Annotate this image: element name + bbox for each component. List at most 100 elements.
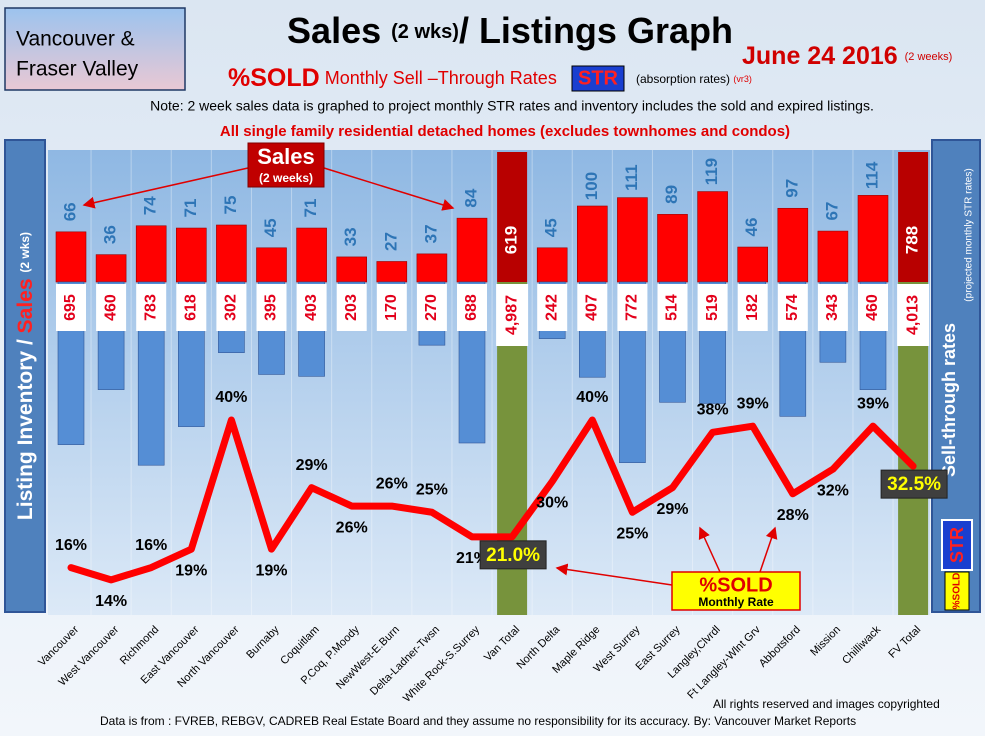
y-axis-label: Listing Inventory / Sales (2 wks): [14, 232, 37, 520]
label-box: [376, 284, 407, 331]
label-box: [296, 284, 327, 331]
rate-label: 14%: [95, 593, 127, 610]
bar: [777, 207, 809, 283]
sold-label: %SOLD: [228, 64, 320, 92]
sales-label: 36: [101, 225, 120, 244]
sold-callout-text: %SOLD: [699, 574, 772, 596]
listing-label: 395: [263, 294, 280, 321]
y-axis-box: [4, 139, 46, 613]
rate-label: 16%: [135, 537, 167, 554]
listing-label: 783: [142, 294, 159, 321]
rate-label: 26%: [336, 519, 368, 536]
listing-label: 618: [183, 294, 200, 321]
rate-label: 16%: [55, 537, 87, 554]
sold-callout-note: Monthly Rate: [698, 595, 774, 609]
sales-label: 75: [221, 196, 240, 215]
bar: [55, 231, 87, 283]
rate-total-box: [880, 469, 948, 499]
label-box: [697, 284, 728, 331]
listing-label: 407: [584, 294, 601, 321]
listing-label: 514: [664, 294, 681, 321]
listing-label: 302: [223, 294, 240, 321]
label-box: [136, 284, 167, 331]
note: Note: 2 week sales data is graphed to pr…: [150, 98, 874, 114]
bar: [697, 191, 728, 283]
y2-sold: %SOLD: [952, 573, 963, 610]
listing-label: 519: [704, 294, 721, 321]
label-box: [577, 284, 608, 331]
listing-label: 574: [784, 294, 801, 321]
listing-label: 170: [383, 294, 400, 321]
label-box: [496, 284, 529, 346]
bar: [456, 217, 488, 283]
listing-label: 182: [744, 294, 761, 321]
total-bar: [497, 152, 528, 282]
rate-label: 26%: [376, 475, 408, 492]
sales-label: 89: [662, 185, 681, 204]
label-box: [457, 284, 487, 331]
listing-label: 343: [824, 294, 841, 321]
label-box: [617, 284, 648, 331]
rate-line: [67, 416, 917, 584]
sold-callout: [671, 571, 801, 611]
sales-callout-note: (2 weeks): [259, 171, 313, 185]
label-box: [897, 284, 930, 346]
sales-label: 71: [301, 199, 320, 218]
sales-label: 46: [742, 218, 761, 237]
arrow: [323, 167, 455, 211]
sales-label: 37: [421, 224, 440, 243]
rate-label: 40%: [215, 389, 247, 406]
label-box: [216, 284, 247, 331]
bar: [617, 197, 648, 283]
bar: [296, 227, 327, 283]
label-box: [537, 284, 568, 331]
y-label-sales: Sales: [14, 278, 37, 333]
listing-label: 242: [543, 294, 560, 321]
rate-label: 25%: [616, 525, 648, 542]
rate-total-label: 32.5%: [887, 474, 941, 495]
rate-label: 29%: [296, 457, 328, 474]
listing-label: 403: [303, 294, 320, 321]
absorption-text: (absorption rates): [636, 72, 730, 86]
rights: All rights reserved and images copyright…: [713, 697, 940, 711]
rate-label: 25%: [416, 481, 448, 498]
rate-label: 39%: [857, 395, 889, 412]
rate-label: 40%: [576, 389, 608, 406]
bar: [336, 256, 368, 283]
label-box: [336, 284, 367, 331]
title: Sales (2 wks)/ Listings Graph: [287, 10, 733, 51]
rate-total-box: [479, 540, 547, 570]
region-line: Vancouver &: [16, 28, 135, 51]
sales-label: 114: [862, 161, 881, 189]
str-label: STR: [578, 67, 619, 89]
sales-label: 97: [782, 179, 801, 198]
listing-label: 460: [102, 294, 119, 321]
str-box: [571, 65, 625, 92]
region-box: [4, 7, 186, 91]
title-sub: (2 wks): [391, 21, 459, 43]
region-line: Fraser Valley: [16, 58, 139, 81]
bar: [135, 225, 167, 283]
bar: [416, 253, 448, 283]
title-main: Sales: [287, 10, 381, 51]
bar: [857, 195, 889, 283]
title-rest: / Listings Graph: [459, 10, 733, 51]
sales-label: 84: [461, 188, 480, 207]
listing-label: 460: [864, 294, 881, 321]
bar: [536, 247, 568, 283]
label-box: [657, 284, 688, 331]
date-note: (2 weeks): [905, 51, 953, 63]
label-box: [737, 284, 768, 331]
bar: [737, 246, 769, 283]
listing-label: 772: [624, 294, 641, 321]
source: Data is from : FVREB, REBGV, CADREB Real…: [100, 714, 856, 728]
rate-label: 28%: [777, 507, 809, 524]
sales-label: 45: [542, 218, 561, 237]
listing-label: 270: [423, 294, 440, 321]
sales-callout-text: Sales: [257, 144, 315, 169]
date: June 24 2016 (2 weeks): [742, 42, 952, 70]
bar: [176, 227, 207, 283]
rate-label: 32%: [817, 482, 849, 499]
rate-label: 38%: [697, 402, 729, 419]
rate-label: 39%: [737, 395, 769, 412]
